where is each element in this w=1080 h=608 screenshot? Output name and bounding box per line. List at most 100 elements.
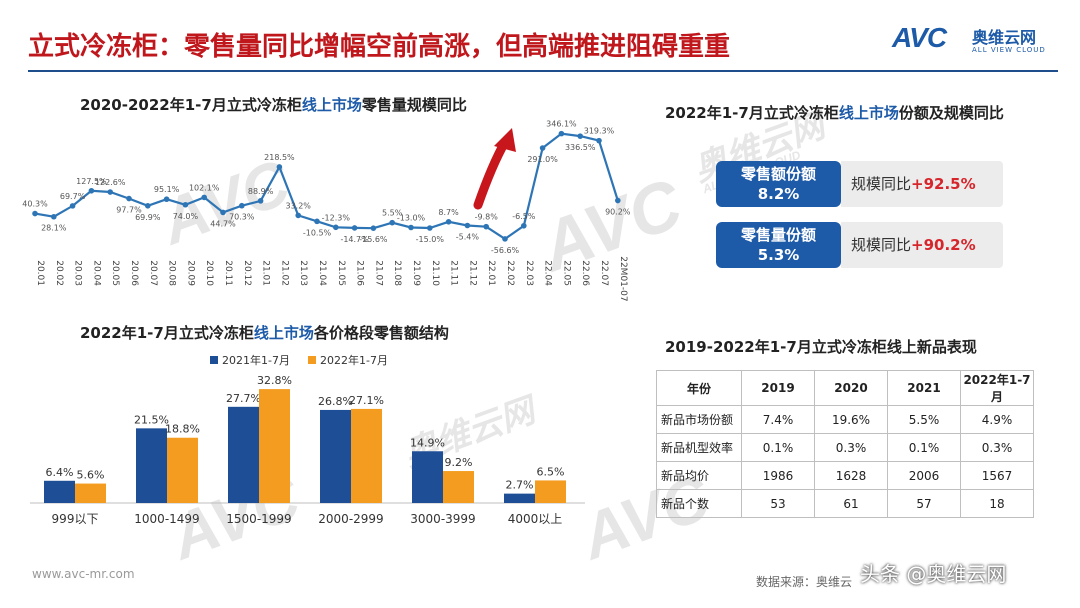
bar: [320, 409, 351, 503]
bar-data-label: 21.5%: [134, 413, 169, 426]
line-data-label: 74.0%: [173, 212, 199, 221]
bar: [443, 471, 474, 503]
line-data-label: 5.5%: [382, 209, 403, 218]
bar: [412, 451, 443, 503]
share-label-box: 零售额份额 8.2%: [716, 161, 841, 207]
header-2019: 2019: [741, 370, 815, 406]
line-point: [521, 222, 527, 229]
bar: [44, 480, 75, 503]
line-data-label: -15.0%: [416, 235, 445, 244]
line-x-tick-label: 22M01-07: [618, 256, 628, 301]
line-x-tick-label: 20.09: [185, 260, 195, 286]
line-data-label: 95.1%: [154, 185, 180, 194]
table-row: 新品机型效率 0.1% 0.3% 0.1% 0.3%: [656, 433, 1034, 462]
footer-website[interactable]: www.avc-mr.com: [32, 567, 135, 581]
bar: [535, 480, 566, 503]
share-yoy-value: +90.2%: [911, 236, 976, 254]
line-x-tick-label: 21.11: [449, 260, 459, 286]
line-point: [51, 213, 57, 220]
line-x-tick-label: 21.08: [392, 260, 402, 286]
bar-data-label: 27.7%: [226, 392, 261, 405]
bar-legend: 2021年1-7月 2022年1-7月: [210, 353, 388, 367]
line-data-label: 69.7%: [60, 192, 86, 201]
share-yoy-value: +92.5%: [911, 175, 976, 193]
line-point: [596, 137, 602, 144]
line-data-label: 97.7%: [116, 206, 142, 215]
line-x-tick-label: 22.02: [505, 260, 515, 286]
trend-arrow-icon: [473, 128, 516, 210]
line-data-label: 102.1%: [189, 183, 220, 192]
line-title-b: 零售量规模同比: [361, 96, 467, 114]
table-cell: 18: [960, 489, 1034, 518]
line-data-label: -9.8%: [475, 213, 499, 222]
bar-category-label: 2000-2999: [318, 512, 383, 526]
line-x-tick-label: 20.05: [110, 260, 120, 286]
bar-title-a: 2022年1-7月立式冷冻柜: [80, 324, 254, 342]
line-chart: 40.3% 28.1% 69.7% 127.5%122.6% 97.7%69.9% 95.…: [22, 120, 631, 302]
page-title: 立式冷冻柜：零售量同比增幅空前高涨，但高端推进阻碍重重: [28, 32, 731, 62]
footer-badge: 头条 @奥维云网: [860, 562, 1007, 586]
bar: [136, 428, 167, 503]
line-point: [220, 209, 226, 216]
bar-data-label: 27.1%: [349, 394, 384, 407]
line-point: [182, 201, 189, 208]
footer-source: 数据来源：奥维云: [756, 575, 853, 589]
bar-data-label: 5.6%: [77, 469, 105, 482]
table-cell: 19.6%: [814, 405, 888, 434]
line-point: [126, 195, 132, 202]
line-data-label: 127.5%: [76, 177, 107, 186]
line-point: [464, 222, 471, 229]
line-data-label: 70.3%: [229, 213, 255, 222]
line-point: [389, 219, 396, 226]
line-point: [69, 203, 76, 209]
avc-logo: AVC 奥维云网 ALL VIEW CLOUD: [892, 22, 1062, 62]
line-x-tick-label: 20.06: [129, 260, 139, 286]
table-row: 新品个数 53 61 57 18: [656, 489, 1034, 518]
share-yoy-box: 规模同比+92.5%: [841, 161, 1003, 207]
line-point: [295, 212, 302, 219]
line-x-tick-label: 22.05: [561, 260, 571, 286]
line-x-tick-label: 22.01: [486, 260, 496, 286]
bar: [504, 493, 535, 503]
line-x-tick-label: 21.09: [411, 260, 421, 286]
line-x-tick-label: 22.03: [524, 260, 534, 286]
legend-label: 2022年1-7月: [320, 353, 388, 367]
table-title: 2019-2022年1-7月立式冷冻柜线上新品表现: [665, 338, 977, 356]
bar-data-label: 9.2%: [445, 456, 473, 469]
line-point: [577, 133, 583, 139]
bar-title-b: 各价格段零售额结构: [313, 324, 449, 342]
row-label: 新品个数: [656, 489, 742, 518]
line-x-tick-label: 20.10: [204, 260, 214, 286]
line-x-tick-label: 21.01: [261, 260, 271, 286]
table-cell: 1628: [814, 461, 888, 490]
line-point: [239, 202, 245, 209]
share-label-box: 零售量份额 5.3%: [716, 222, 841, 268]
bar: [167, 437, 198, 503]
line-point: [408, 224, 414, 231]
legend-swatch: [210, 356, 218, 364]
line-x-tick-label: 21.07: [373, 260, 383, 286]
table-cell: 61: [814, 489, 888, 518]
line-point: [163, 196, 170, 203]
line-point: [145, 203, 151, 209]
table-row: 新品均价 1986 1628 2006 1567: [656, 461, 1034, 490]
line-data-label: -10.5%: [303, 228, 332, 237]
line-point: [558, 130, 565, 137]
line-point: [370, 225, 377, 231]
line-x-tick-label: 21.04: [317, 260, 327, 286]
bar: [228, 406, 259, 503]
line-point: [257, 198, 264, 204]
line-point: [107, 189, 113, 195]
line-data-label: 69.9%: [135, 213, 161, 222]
line-point: [483, 223, 490, 230]
table-cell: 1567: [960, 461, 1034, 490]
bar-data-label: 6.5%: [537, 465, 565, 478]
table-header-row: 年份 2019 2020 2021 2022年1-7月: [656, 370, 1034, 406]
table-cell: 0.3%: [814, 433, 888, 462]
share-title-b: 份额及规模同比: [898, 104, 1004, 122]
line-data-label: 90.2%: [605, 208, 631, 217]
line-data-label: -56.6%: [491, 246, 520, 255]
bar: [75, 483, 106, 503]
share-yoy-box: 规模同比+90.2%: [841, 222, 1003, 268]
line-x-tick-label: 20.08: [167, 260, 177, 286]
